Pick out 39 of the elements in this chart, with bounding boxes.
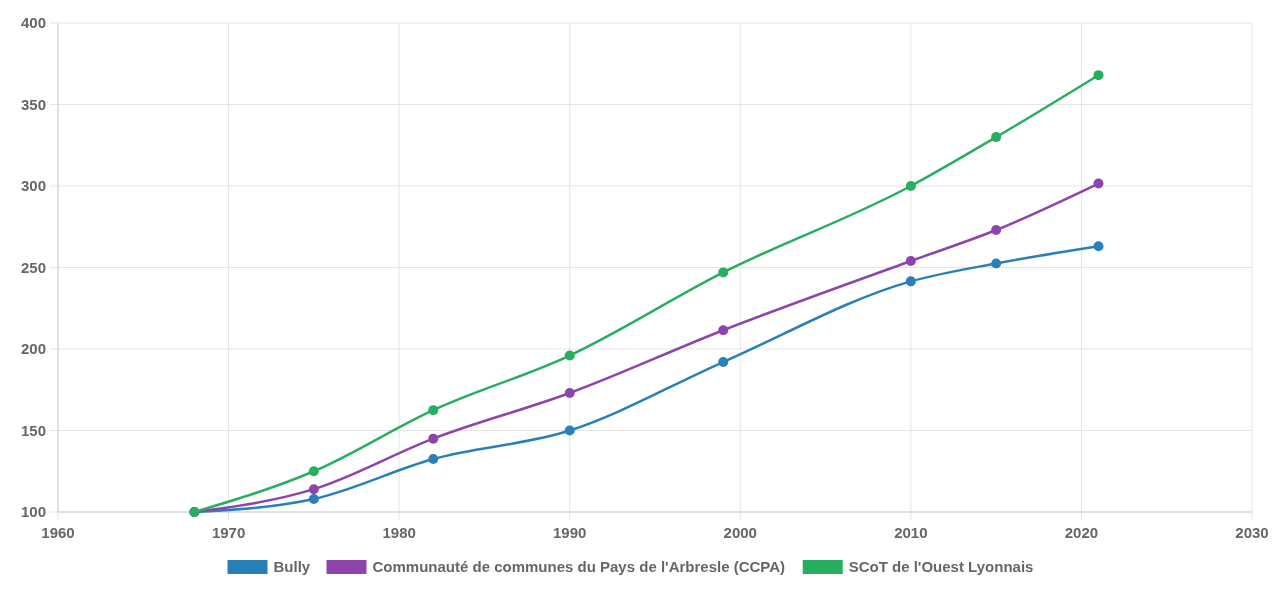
x-tick-label: 2030 xyxy=(1235,524,1269,541)
point xyxy=(991,225,1002,236)
point xyxy=(428,454,439,465)
x-tick-label: 2010 xyxy=(894,524,928,541)
y-tick-label: 350 xyxy=(20,95,46,113)
x-tick-label: 1990 xyxy=(553,524,587,541)
point xyxy=(905,255,916,266)
point xyxy=(991,132,1002,143)
point xyxy=(564,425,575,436)
y-tick-label: 150 xyxy=(20,421,46,439)
point xyxy=(564,350,575,361)
point xyxy=(718,267,729,278)
x-tick-label: 1980 xyxy=(382,524,416,541)
point xyxy=(905,181,916,191)
point xyxy=(308,466,319,477)
y-tick-label: 100 xyxy=(20,503,46,521)
point xyxy=(428,433,439,444)
point xyxy=(1093,241,1104,252)
y-tick-label: 250 xyxy=(20,258,46,276)
point xyxy=(308,493,319,504)
legend-label: Bully xyxy=(273,558,311,575)
x-tick-label: 2000 xyxy=(723,524,757,541)
y-tick-label: 200 xyxy=(20,340,46,358)
point xyxy=(564,388,575,399)
point xyxy=(428,405,439,416)
point xyxy=(1093,178,1104,189)
y-tick-label: 300 xyxy=(20,177,46,195)
point xyxy=(1093,70,1104,81)
point xyxy=(991,258,1002,269)
legend-label: SCoT de l'Ouest Lyonnais xyxy=(848,558,1034,575)
point xyxy=(718,357,729,368)
legend-label: Communauté de communes du Pays de l'Arbresle (CCPA) xyxy=(372,558,786,575)
x-tick-label: 1960 xyxy=(41,524,75,541)
y-tick-label: 400 xyxy=(20,14,46,32)
point xyxy=(308,484,319,495)
x-tick-label: 1970 xyxy=(211,524,246,541)
point xyxy=(905,276,916,287)
x-tick-label: 2020 xyxy=(1064,524,1099,541)
point xyxy=(718,325,729,336)
